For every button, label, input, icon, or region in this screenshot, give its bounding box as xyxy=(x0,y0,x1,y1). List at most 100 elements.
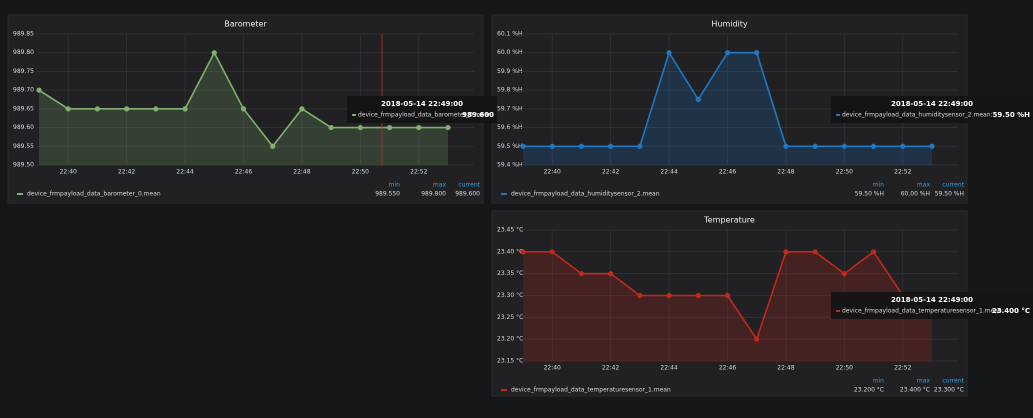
y-tick-label: 989.55 xyxy=(13,143,34,150)
legend-column-header: current xyxy=(942,182,964,189)
data-point xyxy=(724,50,731,56)
panel-title: Humidity xyxy=(711,20,748,29)
data-point xyxy=(549,249,555,255)
y-tick-label: 60.1 %H xyxy=(497,31,522,38)
data-point xyxy=(724,292,731,299)
x-tick-label: 22:52 xyxy=(410,169,427,176)
tooltip: 2018-05-14 22:49:00 device_frmpayload_dat… xyxy=(831,292,1033,319)
x-tick-label: 22:52 xyxy=(894,169,911,176)
y-tick-label: 989.70 xyxy=(13,87,34,94)
legend-stat: 23.200 °C xyxy=(854,387,884,394)
x-tick-label: 22:44 xyxy=(176,169,193,176)
legend-stat: 23.300 °C xyxy=(934,387,964,394)
y-tick-label: 989.65 xyxy=(13,105,34,112)
data-point xyxy=(783,249,789,255)
legend-column-header: max xyxy=(917,378,931,385)
legend-stat: 59.50 %H xyxy=(935,191,964,198)
tooltip-label: device_frmpayload_data_barometer_0.mean: xyxy=(358,112,494,119)
legend-stat: 59.50 %H xyxy=(855,191,884,198)
tooltips: 2018-05-14 22:49:00 device_frmpayload_dat… xyxy=(347,96,1033,319)
legend-entry: device_frmpayload_data_humiditysensor_2.… xyxy=(511,191,660,198)
y-tick-label: 989.50 xyxy=(13,162,34,169)
y-tick-label: 989.85 xyxy=(13,31,34,38)
tooltip-time: 2018-05-14 22:49:00 xyxy=(381,100,463,108)
x-tick-label: 22:44 xyxy=(660,365,677,372)
y-tick-label: 59.9 %H xyxy=(497,68,522,75)
x-tick-label: 22:48 xyxy=(777,169,794,176)
y-tick-label: 23.25 °C xyxy=(497,314,523,321)
y-tick-label: 989.60 xyxy=(13,124,34,131)
data-point xyxy=(549,143,555,149)
x-tick-label: 22:46 xyxy=(719,169,736,176)
area-fill xyxy=(523,52,932,165)
data-point xyxy=(637,143,643,149)
data-point xyxy=(812,143,818,149)
x-tick-label: 22:40 xyxy=(60,169,77,176)
data-point xyxy=(65,106,71,112)
data-point xyxy=(520,249,526,255)
data-point xyxy=(211,50,217,56)
data-point xyxy=(666,50,672,56)
legend-entry: device_frmpayload_data_barometer_0.mean xyxy=(27,191,161,198)
legend-stat: 989.800 xyxy=(421,191,446,198)
data-point xyxy=(299,106,305,112)
y-tick-label: 59.8 %H xyxy=(497,87,522,94)
tooltip: 2018-05-14 22:49:00 device_frmpayload_dat… xyxy=(831,96,1033,123)
y-tick-label: 23.35 °C xyxy=(497,270,523,277)
legend-column-header: max xyxy=(917,182,931,189)
tooltip-time: 2018-05-14 22:49:00 xyxy=(891,100,973,108)
x-tick-label: 22:44 xyxy=(660,169,677,176)
legend-column-header: current xyxy=(942,378,964,385)
x-tick-label: 22:50 xyxy=(352,169,369,176)
data-point xyxy=(841,143,847,149)
y-tick-label: 23.40 °C xyxy=(497,248,523,255)
tooltip-value: 59.50 %H xyxy=(993,111,1031,119)
y-tick-label: 989.75 xyxy=(13,68,34,75)
y-tick-label: 60.0 %H xyxy=(497,49,522,56)
x-tick-label: 22:52 xyxy=(894,365,911,372)
legend-stat: 23.400 °C xyxy=(900,387,930,394)
data-point xyxy=(445,124,451,131)
x-tick-label: 22:42 xyxy=(602,365,619,372)
data-point xyxy=(900,143,906,149)
data-point xyxy=(812,249,818,255)
legend-column-header: min xyxy=(873,182,885,189)
legend-stat: 989.600 xyxy=(455,191,480,198)
x-tick-label: 22:46 xyxy=(235,169,252,176)
data-point xyxy=(270,143,276,149)
data-point xyxy=(124,106,130,112)
data-point xyxy=(841,271,847,277)
legend-column-header: min xyxy=(873,378,885,385)
tooltip-box xyxy=(831,292,1033,319)
legend-stat: 60.00 %H xyxy=(901,191,930,198)
data-point xyxy=(36,87,42,93)
legend-entry: device_frmpayload_data_temperaturesensor… xyxy=(511,387,671,394)
y-tick-label: 989.80 xyxy=(13,49,34,56)
data-point xyxy=(182,106,188,112)
data-point xyxy=(94,106,101,112)
y-tick-label: 23.20 °C xyxy=(497,336,523,343)
y-tick-label: 59.7 %H xyxy=(497,105,522,112)
x-tick-label: 22:42 xyxy=(602,169,619,176)
x-tick-label: 22:50 xyxy=(836,169,853,176)
y-tick-label: 59.4 %H xyxy=(497,162,522,169)
y-tick-label: 23.45 °C xyxy=(497,227,523,234)
legend-stat: 989.550 xyxy=(375,191,400,198)
data-point xyxy=(695,292,701,299)
area-fill xyxy=(523,251,932,361)
tooltip-value: 23.400 °C xyxy=(992,307,1030,315)
panel-title: Temperature xyxy=(703,216,755,225)
x-tick-label: 22:48 xyxy=(293,169,310,176)
tooltip: 2018-05-14 22:49:00 device_frmpayload_dat… xyxy=(347,96,497,123)
x-tick-label: 22:48 xyxy=(777,365,794,372)
x-tick-label: 22:46 xyxy=(719,365,736,372)
data-point xyxy=(783,143,789,149)
data-point xyxy=(929,143,935,149)
x-tick-label: 22:40 xyxy=(544,169,561,176)
y-tick-label: 59.6 %H xyxy=(497,124,522,131)
data-point xyxy=(578,143,585,149)
tooltip-label: device_frmpayload_data_temperaturesensor… xyxy=(842,308,1004,315)
panel-title: Barometer xyxy=(224,20,267,29)
data-point xyxy=(666,292,672,299)
y-tick-label: 59.5 %H xyxy=(497,143,522,150)
